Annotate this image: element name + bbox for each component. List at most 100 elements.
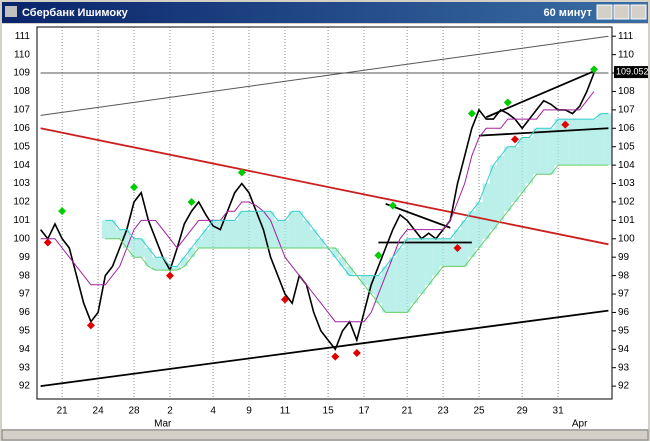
x-tick-label: 17	[358, 406, 370, 417]
cloud	[267, 211, 275, 248]
down-markers	[86, 321, 95, 330]
cloud	[238, 211, 246, 248]
cloud	[288, 211, 296, 248]
minimize-button[interactable]	[596, 4, 613, 20]
timeframe: 60 минут	[544, 7, 593, 19]
cloud	[274, 220, 282, 248]
trend-line	[478, 127, 609, 137]
y-tick-label-left: 109	[13, 68, 30, 79]
x-tick-label: 24	[93, 406, 105, 417]
y-tick-label-right: 101	[618, 215, 635, 226]
x-tick-label: 4	[210, 406, 216, 417]
cloud	[144, 247, 152, 267]
last-price-box	[614, 66, 648, 79]
up-markers	[237, 168, 246, 177]
down-markers	[561, 120, 570, 129]
y-tick-label-left: 104	[13, 160, 30, 171]
trend-line	[40, 309, 609, 388]
y-tick-label-right: 108	[618, 86, 635, 97]
cloud	[446, 238, 454, 267]
cloud	[583, 119, 591, 166]
cloud	[532, 128, 541, 175]
cloud	[180, 257, 188, 267]
cloud	[382, 266, 390, 313]
x-tick-label: 21	[402, 406, 414, 417]
trend-line	[40, 127, 609, 246]
cloud	[439, 238, 447, 267]
y-tick-label-left: 93	[19, 362, 31, 373]
trend-line	[485, 70, 595, 119]
cloud	[116, 229, 124, 239]
y-tick-label-left: 111	[15, 31, 31, 42]
y-tick-label-left: 98	[19, 270, 31, 281]
y-tick-label-left: 110	[14, 49, 30, 60]
cloud	[152, 257, 160, 271]
y-tick-label-right: 103	[618, 178, 635, 189]
y-tick-label-left: 100	[13, 233, 30, 244]
cloud	[525, 137, 533, 184]
trend-line	[40, 35, 609, 116]
cloud	[374, 275, 382, 304]
down-markers	[43, 238, 52, 247]
cloud	[497, 155, 505, 221]
scrollbar[interactable]	[1, 429, 649, 441]
y-tick-label-right: 93	[618, 362, 630, 373]
cloud	[295, 211, 303, 248]
y-tick-label-right: 100	[618, 233, 635, 244]
cloud	[231, 220, 239, 248]
cloud	[195, 238, 203, 248]
cloud	[338, 257, 347, 267]
cloud	[540, 128, 548, 175]
up-markers	[58, 207, 67, 216]
cloud	[417, 238, 426, 295]
down-markers	[510, 135, 519, 144]
y-tick-label-right: 97	[618, 289, 630, 300]
cloud	[360, 275, 368, 285]
x-tick-label: 21	[57, 406, 69, 417]
cloud	[475, 201, 483, 248]
y-tick-label-left: 92	[19, 381, 31, 392]
cloud	[130, 238, 138, 258]
cloud	[317, 238, 325, 248]
cloud	[310, 229, 318, 248]
y-tick-label-right: 96	[618, 307, 630, 318]
month-label: Apr	[572, 419, 588, 430]
y-tick-label-right: 111	[618, 31, 634, 42]
cloud	[590, 119, 598, 166]
cloud	[187, 247, 196, 258]
cloud	[410, 238, 418, 304]
y-tick-label-right: 107	[618, 105, 635, 116]
cloud	[403, 238, 411, 313]
plot-frame	[36, 26, 613, 400]
close-button[interactable]	[630, 4, 647, 20]
y-tick-label-left: 107	[13, 105, 30, 116]
up-markers	[467, 109, 476, 118]
y-tick-label-left: 105	[13, 141, 30, 152]
x-tick-label: 31	[553, 406, 565, 417]
x-tick-label: 2	[167, 406, 173, 417]
cloud	[568, 119, 577, 166]
up-markers	[388, 201, 397, 210]
maximize-button[interactable]	[613, 4, 630, 20]
cloud	[346, 266, 354, 276]
series-line	[105, 164, 609, 313]
cloud	[396, 247, 404, 313]
cloud	[331, 247, 339, 258]
cloud	[554, 119, 562, 166]
down-markers	[453, 243, 462, 252]
y-tick-label-right: 104	[618, 160, 635, 171]
cloud	[216, 220, 224, 248]
x-tick-label: 9	[246, 406, 252, 417]
series-line	[39, 72, 595, 351]
cloud	[245, 211, 253, 248]
up-markers	[374, 251, 383, 260]
y-tick-label-left: 101	[13, 215, 30, 226]
cloud	[432, 238, 440, 276]
cloud	[604, 113, 612, 166]
cloud	[302, 220, 311, 248]
up-markers	[590, 65, 599, 74]
cloud	[518, 137, 526, 193]
y-tick-label-right: 102	[618, 197, 635, 208]
